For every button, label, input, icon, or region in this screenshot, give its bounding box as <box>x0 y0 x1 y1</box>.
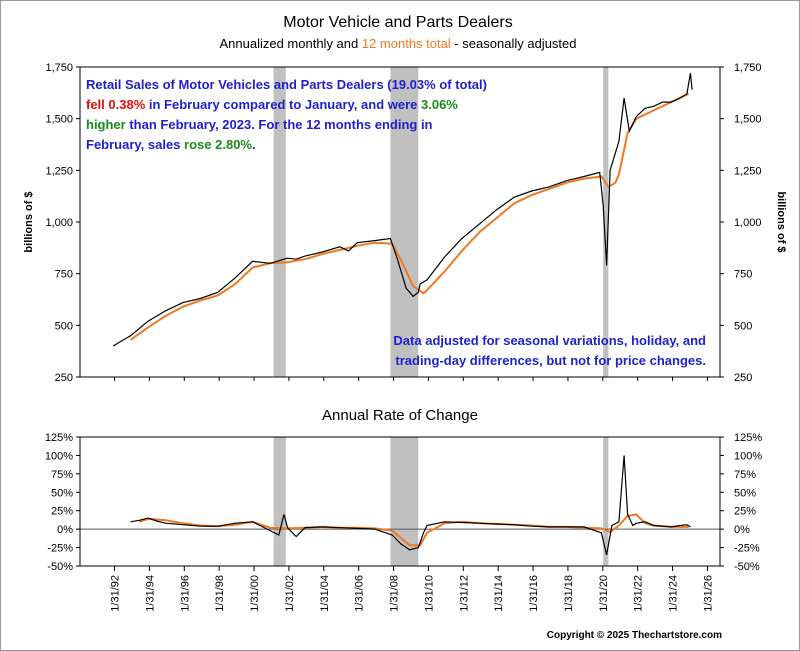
annotation-line-3-rest: than February, 2023. For the 12 months e… <box>126 117 433 132</box>
xtick-label: 1/31/10 <box>423 575 435 612</box>
annotation-rose: rose 2.80% <box>184 137 252 152</box>
bottom-series-12-month-line <box>138 513 689 547</box>
bot-ytick-label-left: 0% <box>57 524 73 536</box>
bot-ytick-label-right: -25% <box>734 543 760 555</box>
bot-ytick-label-right: -50% <box>734 561 760 573</box>
xtick-label: 1/31/08 <box>389 575 401 612</box>
top-recession-band-2 <box>603 67 609 377</box>
top-ytick-label-right: 250 <box>734 372 752 384</box>
bottom-x-ticks: 1/31/92 1/31/94 1/31/96 1/31/98 1/31/00 1/31/… <box>110 377 714 612</box>
annotation-fell: fell 0.38% <box>86 97 146 112</box>
xtick-label: 1/31/06 <box>354 575 366 612</box>
xtick-label: 1/31/04 <box>319 575 331 612</box>
note-line-2: trading-day differences, but not for pri… <box>395 353 706 368</box>
xtick-label: 1/31/94 <box>144 575 156 612</box>
top-ytick-label-left: 750 <box>55 269 73 281</box>
top-ytick-label-right: 1,000 <box>734 217 762 229</box>
xtick-label: 1/31/92 <box>110 575 122 612</box>
annotation-line-4: February, sales rose 2.80%. <box>86 137 256 152</box>
annotation-line-4-start: February, sales <box>86 137 184 152</box>
top-ytick-label-left: 250 <box>55 372 73 384</box>
chart-subtitle: Annualized monthly and 12 months total -… <box>219 36 576 51</box>
top-y-axis-label-left: billions of $ <box>23 191 35 252</box>
top-ytick-label-left: 1,000 <box>45 217 73 229</box>
bottom-recession-bands <box>273 437 609 566</box>
top-ytick-label-left: 1,250 <box>45 165 73 177</box>
chart-title: Motor Vehicle and Parts Dealers <box>283 14 512 31</box>
top-series-monthly-line <box>112 73 693 347</box>
xtick-label: 1/31/12 <box>458 575 470 612</box>
top-recession-band-0 <box>273 67 286 377</box>
annotation-higher: higher <box>86 117 126 132</box>
top-series-12-month-line <box>130 92 690 341</box>
top-ytick-label-right: 500 <box>734 320 752 332</box>
xtick-label: 1/31/14 <box>493 575 505 612</box>
top-ytick-label-left: 500 <box>55 320 73 332</box>
bot-ytick-label-left: 75% <box>51 469 73 481</box>
annotation-line-1: Retail Sales of Motor Vehicles and Parts… <box>86 77 487 92</box>
top-ytick-label-right: 1,500 <box>734 114 762 126</box>
xtick-label: 1/31/00 <box>249 575 261 612</box>
xtick-label: 1/31/96 <box>179 575 191 612</box>
bottom-plot-border <box>79 436 721 567</box>
annotation-line-3: higher than February, 2023. For the 12 m… <box>86 117 433 132</box>
subtitle-part-a: Annualized monthly and <box>219 36 361 51</box>
subtitle-part-c: - seasonally adjusted <box>451 36 577 51</box>
copyright: Copyright © 2025 Thechartstore.com <box>547 630 722 641</box>
annotation-pct: 3.06% <box>421 97 458 112</box>
bot-ytick-label-right: 75% <box>734 469 756 481</box>
top-y-axis-label-right: billions of $ <box>775 191 787 252</box>
xtick-label: 1/31/02 <box>284 575 296 612</box>
xtick-label: 1/31/20 <box>598 575 610 612</box>
top-ytick-label-right: 750 <box>734 269 752 281</box>
xtick-label: 1/31/16 <box>528 575 540 612</box>
top-ytick-label-left: 1,500 <box>45 114 73 126</box>
bot-ytick-label-left: 125% <box>45 432 73 444</box>
bot-ytick-label-right: 0% <box>734 524 750 536</box>
top-ytick-label-left: 1,750 <box>45 62 73 74</box>
xtick-label: 1/31/24 <box>668 575 680 612</box>
xtick-label: 1/31/22 <box>633 575 645 612</box>
bottom-y-ticks-left: -50% -25% 0% 25% 50% 75% 100% 125% <box>45 432 80 573</box>
bottom-chart-title: Annual Rate of Change <box>322 407 478 424</box>
bot-ytick-label-right: 25% <box>734 506 756 518</box>
bot-recession-band-2 <box>603 437 609 566</box>
top-y-ticks-left: 250 500 750 1,000 1,250 1,500 1,750 <box>45 62 80 384</box>
top-recession-band-1 <box>390 67 419 377</box>
bot-ytick-label-right: 125% <box>734 432 762 444</box>
bottom-series-monthly-line <box>130 455 691 556</box>
subtitle-part-b: 12 months total <box>362 36 451 51</box>
top-recession-bands <box>273 67 609 377</box>
bot-ytick-label-right: 50% <box>734 487 756 499</box>
annotation-line-2: fell 0.38% in February compared to Janua… <box>86 97 458 112</box>
xtick-label: 1/31/26 <box>702 575 714 612</box>
bot-recession-band-0 <box>273 437 286 566</box>
top-y-ticks-right: 250 500 750 1,000 1,250 1,500 1,750 <box>720 62 762 384</box>
top-ytick-label-right: 1,250 <box>734 165 762 177</box>
xtick-label: 1/31/98 <box>214 575 226 612</box>
annotation-line-2-mid: in February compared to January, and wer… <box>145 97 421 112</box>
bot-ytick-label-right: 100% <box>734 450 762 462</box>
bottom-y-ticks-right: -50% -25% 0% 25% 50% 75% 100% 125% <box>720 432 762 573</box>
bot-ytick-label-left: -50% <box>47 561 73 573</box>
top-ytick-label-right: 1,750 <box>734 62 762 74</box>
bot-ytick-label-left: -25% <box>47 543 73 555</box>
bot-ytick-label-left: 100% <box>45 450 73 462</box>
note-line-1: Data adjusted for seasonal variations, h… <box>393 333 706 348</box>
xtick-label: 1/31/18 <box>563 575 575 612</box>
bot-ytick-label-left: 50% <box>51 487 73 499</box>
annotation-line-4-end: . <box>252 137 256 152</box>
bot-ytick-label-left: 25% <box>51 506 73 518</box>
